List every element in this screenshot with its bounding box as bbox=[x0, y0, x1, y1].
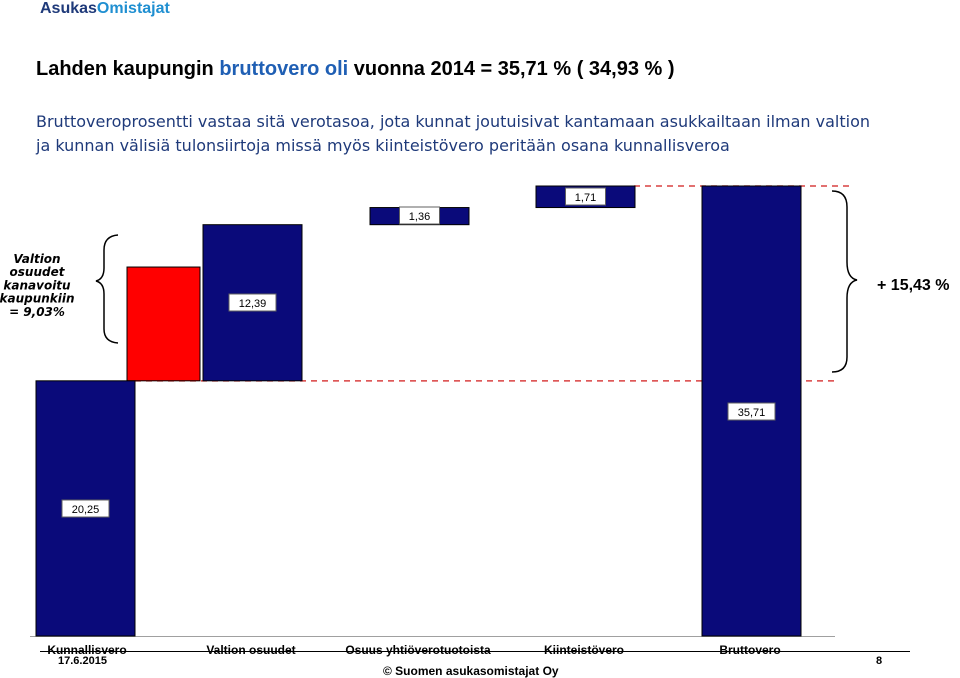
value-label-1: 20,25 bbox=[72, 504, 100, 516]
brand-part1: Asukas bbox=[40, 0, 97, 17]
left-brace-text-line-3: kanavoitu bbox=[3, 278, 71, 292]
value-label-4: 1,71 bbox=[575, 192, 596, 204]
brand-logo: AsukasOmistajat bbox=[40, 0, 170, 18]
value-label-box-5 bbox=[727, 402, 776, 421]
category-label-3: Osuus yhtiöverotuotoista bbox=[345, 643, 491, 657]
left-brace bbox=[95, 234, 119, 344]
footer-date: 17.6.2015 bbox=[58, 655, 107, 667]
value-label-box-3 bbox=[399, 206, 440, 225]
right-brace-label: + 15,43 % bbox=[877, 277, 950, 294]
left-brace-text-line-1: Valtion bbox=[13, 252, 60, 266]
title-highlight: bruttovero oli bbox=[219, 58, 349, 80]
title-suffix: vuonna 2014 = 35,71 % ( 34,93 % ) bbox=[348, 58, 675, 80]
page-title: Lahden kaupungin bruttovero oli vuonna 2… bbox=[36, 57, 675, 81]
title-prefix: Lahden kaupungin bbox=[36, 58, 220, 80]
value-label-3: 1,36 bbox=[409, 211, 430, 223]
footer-page-number: 8 bbox=[876, 655, 883, 667]
category-label-4: Kiinteistövero bbox=[544, 643, 624, 657]
bar-valtion-osuudet-kanavoitu bbox=[126, 266, 201, 382]
description: Bruttoveroprosentti vastaa sitä verotaso… bbox=[36, 110, 936, 158]
value-label-box-1 bbox=[61, 499, 110, 518]
value-label-5: 35,71 bbox=[738, 407, 766, 419]
value-label-box-4 bbox=[565, 187, 606, 206]
category-label-1: Kunnallisvero bbox=[47, 643, 126, 657]
left-brace-text-line-2: osuudet bbox=[10, 265, 66, 279]
value-label-2: 12,39 bbox=[239, 298, 267, 310]
right-brace bbox=[831, 190, 858, 373]
description-line-1: Bruttoveroprosentti vastaa sitä verotaso… bbox=[36, 112, 871, 131]
brand-part2: Omistajat bbox=[96, 0, 170, 17]
category-label-5: Bruttovero bbox=[719, 643, 780, 657]
category-label-2: Valtion osuudet bbox=[206, 643, 295, 657]
description-line-2: ja kunnan välisiä tulonsiirtoja missä my… bbox=[36, 136, 730, 155]
left-brace-text-line-5: = 9,03% bbox=[9, 305, 65, 319]
footer-copyright: © Suomen asukasomistajat Oy bbox=[383, 664, 559, 678]
value-label-box-2 bbox=[228, 293, 277, 312]
left-brace-text-line-4: kaupunkiin bbox=[0, 292, 75, 306]
